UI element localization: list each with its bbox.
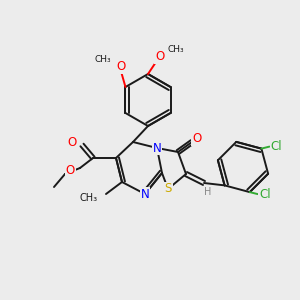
- Text: O: O: [68, 136, 77, 149]
- Text: O: O: [155, 50, 165, 64]
- Text: H: H: [204, 187, 212, 197]
- Text: S: S: [164, 182, 172, 196]
- Text: Cl: Cl: [271, 140, 282, 153]
- Text: O: O: [192, 133, 202, 146]
- Text: N: N: [141, 188, 149, 200]
- Text: O: O: [66, 164, 75, 176]
- Text: O: O: [117, 61, 126, 74]
- Text: N: N: [153, 142, 161, 154]
- Text: CH₃: CH₃: [95, 55, 112, 64]
- Text: CH₃: CH₃: [80, 193, 98, 203]
- Text: Cl: Cl: [259, 188, 271, 201]
- Text: CH₃: CH₃: [168, 46, 184, 55]
